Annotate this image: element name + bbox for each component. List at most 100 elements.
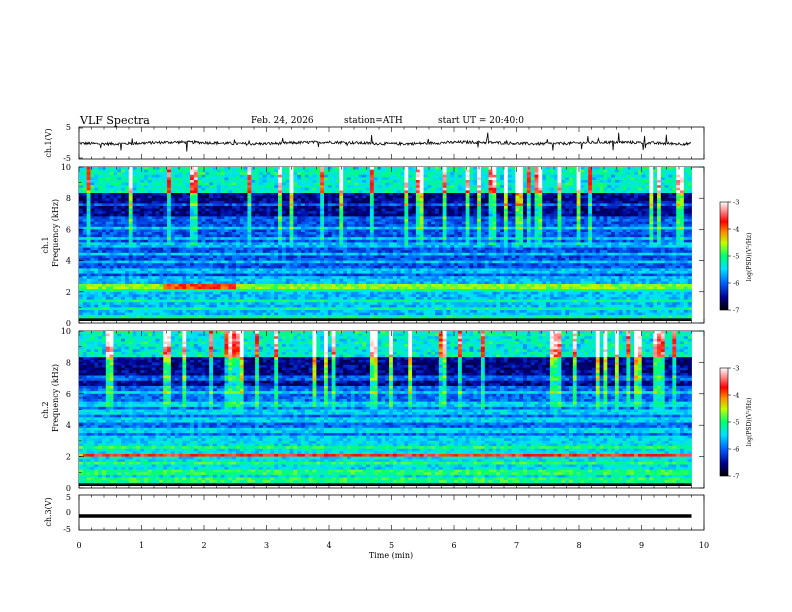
spectrogram-cell	[304, 211, 310, 215]
spectrogram-cell	[553, 234, 558, 238]
spectrogram-cell	[457, 172, 463, 176]
spectrogram-cell	[90, 216, 95, 220]
spectrogram-cell	[469, 224, 474, 228]
spectrogram-cell	[324, 237, 329, 241]
spectrogram-cell	[109, 234, 114, 238]
spectrogram-cell	[373, 203, 378, 207]
spectrogram-cell	[515, 200, 520, 204]
spectrogram-cell	[281, 232, 287, 235]
spectrogram-cell	[408, 187, 413, 191]
spectrogram-cell	[186, 211, 191, 215]
spectrogram-cell	[649, 234, 654, 238]
spectrogram-cell	[500, 167, 505, 170]
spectrogram-cell	[565, 193, 570, 196]
spectrogram-cell	[132, 213, 137, 217]
spectrogram-cell	[392, 187, 398, 191]
spectrogram-cell	[239, 234, 245, 238]
spectrogram-cell	[584, 245, 589, 248]
spectrogram-cell	[205, 242, 210, 246]
spectrogram-cell	[151, 206, 156, 209]
spectrogram-cell	[614, 190, 620, 194]
spectrogram-cell	[266, 234, 271, 238]
spectrogram-cell	[683, 239, 689, 243]
spectrogram-cell	[454, 234, 459, 238]
spectrogram-cell	[435, 208, 440, 212]
spectrogram-cell	[193, 187, 199, 191]
spectrogram-cell	[109, 190, 114, 194]
spectrogram-cell	[377, 167, 382, 170]
spectrogram-cell	[435, 206, 440, 209]
spectrogram-cell	[101, 226, 107, 230]
spectrogram-cell	[457, 169, 463, 173]
spectrogram-cell	[584, 172, 589, 176]
spectrogram-cell	[324, 226, 329, 230]
spectrogram-cell	[427, 167, 432, 170]
spectrogram-cell	[641, 211, 646, 215]
spectrogram-cell	[369, 172, 375, 176]
spectrogram-cell	[680, 237, 685, 241]
spectrogram-cell	[469, 193, 474, 196]
spectrogram-cell	[676, 245, 681, 248]
spectrogram-cell	[526, 180, 532, 183]
spectrogram-cell	[140, 174, 145, 178]
spectrogram-cell	[584, 239, 589, 243]
spectrogram-cell	[408, 180, 413, 183]
spectrogram-cell	[251, 239, 256, 243]
spectrogram-cell	[607, 198, 612, 202]
spectrogram-cell	[167, 193, 172, 196]
spectrogram-cell	[549, 245, 555, 248]
spectrogram-cell	[243, 234, 248, 238]
spectrogram-cell	[301, 182, 306, 186]
spectrogram-cell	[454, 182, 459, 186]
spectrogram-cell	[530, 206, 535, 209]
spectrogram-cell	[339, 187, 344, 191]
spectrogram-cell	[519, 211, 524, 215]
spectrogram-cell	[151, 226, 156, 230]
spectrogram-cell	[645, 190, 650, 194]
spectrogram-cell	[209, 172, 214, 176]
spectrogram-cell	[630, 232, 635, 235]
spectrogram-cell	[377, 198, 382, 202]
spectrogram-cell	[507, 177, 512, 181]
spectrogram-cell	[511, 224, 516, 228]
spectrogram-cell	[155, 216, 160, 220]
spectrogram-cell	[304, 177, 310, 181]
spectrogram-cell	[672, 221, 677, 225]
spectrogram-cell	[477, 226, 482, 230]
spectrogram-cell	[480, 198, 486, 202]
spectrogram-cell	[178, 169, 183, 173]
spectrogram-cell	[404, 200, 409, 204]
spectrogram-cell	[124, 169, 130, 173]
spectrogram-cell	[557, 200, 562, 204]
spectrogram-cell	[140, 185, 145, 189]
spectrogram-cell	[408, 234, 413, 238]
spectrogram-cell	[680, 187, 685, 191]
spectrogram-cell	[435, 198, 440, 202]
spectrogram-cell	[369, 221, 375, 225]
spectrogram-cell	[105, 172, 111, 176]
spectrogram-cell	[98, 232, 103, 235]
spectrogram-cell	[657, 216, 662, 220]
spectrogram-cell	[649, 172, 654, 176]
spectrogram-cell	[239, 193, 245, 196]
spectrogram-cell	[86, 211, 91, 215]
spectrogram-cell	[408, 185, 413, 189]
spectrogram-cell	[538, 193, 543, 196]
spectrogram-cell	[542, 245, 547, 248]
spectrogram-cell	[320, 213, 325, 217]
spectrogram-cell	[599, 208, 604, 212]
spectrogram-cell	[599, 169, 604, 173]
spectrogram-cell	[186, 234, 191, 238]
spectrogram-cell	[404, 177, 409, 181]
spectrogram-cell	[542, 193, 547, 196]
spectrogram-cell	[385, 229, 390, 233]
spectrogram-cell	[109, 211, 114, 215]
spectrogram-cell	[121, 206, 126, 209]
spectrogram-cell	[557, 169, 562, 173]
spectrogram-cell	[454, 221, 459, 225]
spectrogram-cell	[526, 182, 532, 186]
spectrogram-cell	[109, 206, 114, 209]
spectrogram-cell	[132, 177, 137, 181]
spectrogram-cell	[492, 203, 497, 207]
spectrogram-cell	[599, 174, 604, 178]
